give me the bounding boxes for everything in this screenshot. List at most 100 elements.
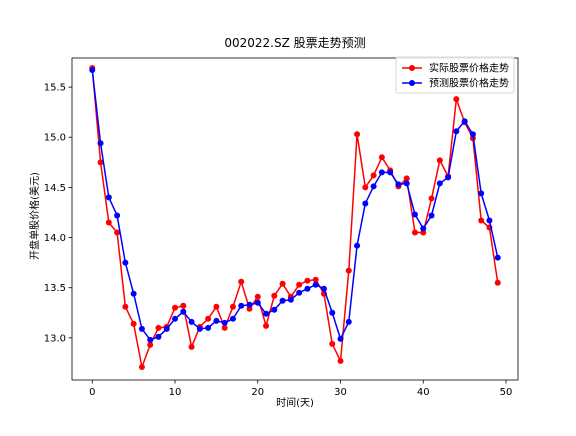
- data-point-s0-12: [188, 343, 195, 350]
- data-point-s1-6: [138, 325, 145, 332]
- y-tick-label-0: 13.0: [44, 333, 66, 344]
- data-point-s0-49: [494, 279, 501, 286]
- data-point-s1-33: [362, 200, 369, 207]
- x-tick-label-5: 50: [500, 387, 513, 398]
- data-point-s1-36: [387, 169, 394, 176]
- data-point-s1-7: [147, 336, 154, 343]
- y-tick-label-2: 14.0: [44, 233, 66, 244]
- data-point-s1-17: [229, 315, 236, 322]
- data-point-s0-44: [453, 96, 460, 103]
- data-point-s0-22: [271, 292, 278, 299]
- data-point-s1-12: [188, 318, 195, 325]
- data-point-s1-2: [105, 194, 112, 201]
- data-point-s1-15: [213, 317, 220, 324]
- data-point-s1-38: [403, 180, 410, 187]
- data-point-s0-35: [378, 154, 385, 161]
- data-point-s1-28: [320, 285, 327, 292]
- data-point-s0-41: [428, 195, 435, 202]
- plot-area: 0 10 20 30 40 50 13.0 13.5 14.0 14.5 15.0 15.5: [44, 57, 519, 398]
- data-point-s0-10: [172, 304, 179, 311]
- data-point-s1-37: [395, 181, 402, 188]
- data-point-s0-18: [238, 278, 245, 285]
- data-point-s1-23: [279, 297, 286, 304]
- data-point-s0-34: [370, 172, 377, 179]
- data-point-s1-39: [411, 211, 418, 218]
- data-point-s0-2: [105, 219, 112, 226]
- data-point-s1-48: [486, 217, 493, 224]
- data-point-s0-30: [337, 357, 344, 364]
- data-point-s1-31: [345, 318, 352, 325]
- x-tick-label-3: 30: [334, 387, 347, 398]
- data-point-s0-14: [205, 315, 212, 322]
- legend-label-1: 预测股票价格走势: [429, 77, 509, 90]
- data-point-s0-16: [221, 324, 228, 331]
- data-point-s0-23: [279, 280, 286, 287]
- y-tick-label-1: 13.5: [44, 283, 66, 294]
- data-point-s0-32: [354, 131, 361, 138]
- data-point-s1-25: [296, 289, 303, 296]
- data-point-s1-41: [428, 212, 435, 219]
- data-point-s1-4: [122, 259, 129, 266]
- data-point-s0-39: [411, 229, 418, 236]
- data-point-s1-29: [329, 309, 336, 316]
- data-point-s1-34: [370, 183, 377, 190]
- data-point-s1-3: [114, 212, 121, 219]
- data-point-s0-11: [180, 302, 187, 309]
- data-point-s1-1: [97, 140, 104, 147]
- data-point-s1-43: [445, 174, 452, 181]
- data-point-s1-8: [155, 333, 162, 340]
- data-point-s1-5: [130, 290, 137, 297]
- data-point-s0-20: [254, 293, 261, 300]
- x-tick-label-0: 0: [89, 387, 95, 398]
- data-point-s1-27: [312, 281, 319, 288]
- x-axis-label: 时间(天): [276, 396, 314, 409]
- data-point-s1-11: [180, 308, 187, 315]
- data-point-s1-9: [163, 325, 170, 332]
- data-point-s0-25: [296, 281, 303, 288]
- data-point-s1-42: [436, 180, 443, 187]
- legend-box: [395, 56, 515, 94]
- x-tick-label-2: 20: [251, 387, 264, 398]
- data-point-s0-7: [147, 341, 154, 348]
- data-point-s0-27: [312, 276, 319, 283]
- legend-marker-0: [409, 65, 415, 71]
- data-point-s1-0: [89, 67, 96, 74]
- data-point-s0-26: [304, 277, 311, 284]
- data-point-s1-46: [469, 131, 476, 138]
- data-point-s1-21: [263, 310, 270, 317]
- chart-title: 002022.SZ 股票走势预测: [224, 36, 365, 50]
- data-point-s1-44: [453, 128, 460, 135]
- data-point-s1-47: [478, 190, 485, 197]
- data-point-s0-6: [138, 363, 145, 370]
- data-point-s1-35: [378, 169, 385, 176]
- data-point-s0-29: [329, 340, 336, 347]
- y-tick-label-5: 15.5: [44, 83, 66, 94]
- y-axis-label: 开盘单股价格(美元): [28, 172, 41, 260]
- data-point-s1-49: [494, 254, 501, 261]
- data-point-s1-24: [287, 296, 294, 303]
- data-point-s0-31: [345, 267, 352, 274]
- data-point-s1-13: [196, 325, 203, 332]
- data-point-s1-26: [304, 285, 311, 292]
- data-point-s1-30: [337, 335, 344, 342]
- legend-label-0: 实际股票价格走势: [429, 62, 509, 75]
- data-point-s0-38: [403, 175, 410, 182]
- legend-marker-1: [409, 80, 415, 86]
- y-tick-label-3: 14.5: [44, 183, 66, 194]
- data-point-s0-3: [114, 229, 121, 236]
- data-point-s0-1: [97, 159, 104, 166]
- data-point-s1-10: [172, 315, 179, 322]
- data-point-s1-14: [205, 324, 212, 331]
- y-tick-label-4: 15.0: [44, 133, 66, 144]
- axes-frame: [71, 57, 519, 381]
- data-point-s1-20: [254, 299, 261, 306]
- data-point-s1-16: [221, 319, 228, 326]
- data-point-s0-47: [478, 217, 485, 224]
- data-point-s0-42: [436, 157, 443, 164]
- data-point-s0-17: [229, 303, 236, 310]
- data-point-s0-15: [213, 303, 220, 310]
- data-point-s0-33: [362, 184, 369, 191]
